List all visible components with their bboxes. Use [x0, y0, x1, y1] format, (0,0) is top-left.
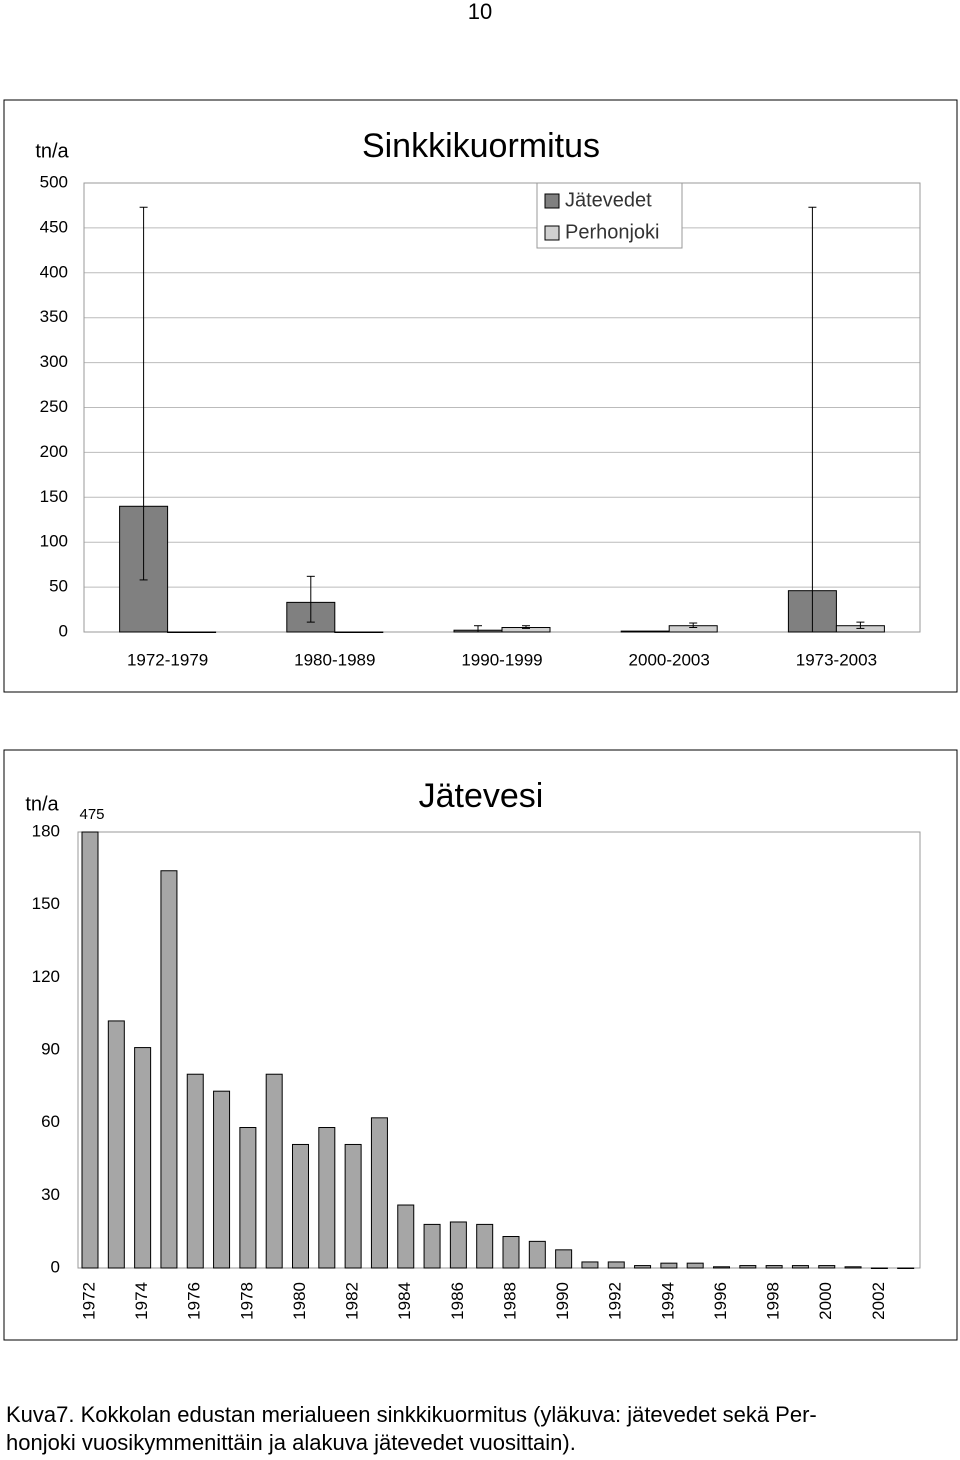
bar [318, 1127, 336, 1269]
bar [449, 1221, 467, 1269]
bar [423, 1223, 441, 1269]
x-tick-label: 1976 [185, 1282, 204, 1320]
y-tick-label: 400 [40, 262, 68, 281]
legend-swatch [544, 225, 560, 241]
x-tick-label: 1980-1989 [294, 650, 375, 669]
bar [870, 1267, 888, 1269]
x-tick-label: 1990-1999 [461, 650, 542, 669]
bar [265, 1073, 283, 1269]
bar [739, 1265, 757, 1269]
y-tick-label: 50 [49, 577, 68, 596]
caption-line: Kuva7. Kokkolan edustan merialueen sinkk… [6, 1402, 817, 1427]
legend-box [536, 182, 683, 249]
chart-frame [3, 749, 958, 1341]
bar [502, 1236, 520, 1269]
y-axis-label: tn/a [35, 140, 69, 162]
y-tick-label: 90 [41, 1039, 60, 1058]
y-tick-label: 450 [40, 217, 68, 236]
y-tick-label: 0 [51, 1257, 60, 1276]
x-tick-label: 1990 [553, 1282, 572, 1320]
bar [476, 1223, 494, 1269]
x-tick-label: 1974 [132, 1282, 151, 1320]
x-tick-label: 1972 [79, 1282, 98, 1320]
y-tick-label: 100 [40, 532, 68, 551]
bar [397, 1204, 415, 1269]
y-axis-label: tn/a [25, 793, 59, 815]
y-tick-label: 250 [40, 397, 68, 416]
x-tick-label: 1994 [658, 1282, 677, 1320]
bar [686, 1262, 704, 1269]
chart-title: Jätevesi [419, 777, 544, 815]
bar [634, 1265, 652, 1269]
x-tick-label: 1972-1979 [127, 650, 208, 669]
bar [791, 1265, 809, 1269]
bar [555, 1249, 573, 1269]
y-tick-label: 120 [32, 967, 60, 986]
bar [107, 1020, 125, 1269]
bar [81, 831, 99, 1269]
x-tick-label: 1992 [606, 1282, 625, 1320]
y-tick-label: 500 [40, 172, 68, 191]
bar [620, 630, 670, 633]
plot-border [77, 831, 921, 1269]
bar [370, 1117, 388, 1269]
y-tick-label: 30 [41, 1185, 60, 1204]
legend-label: Perhonjoki [565, 221, 660, 243]
y-tick-label: 200 [40, 442, 68, 461]
bar [607, 1261, 625, 1269]
x-tick-label: 2002 [869, 1282, 888, 1320]
bar [160, 870, 178, 1269]
bar [713, 1266, 730, 1269]
x-tick-label: 1986 [448, 1282, 467, 1320]
bar [581, 1261, 599, 1269]
x-tick-label: 1984 [395, 1282, 414, 1320]
y-tick-label: 300 [40, 352, 68, 371]
x-tick-label: 1978 [237, 1282, 256, 1320]
bar [844, 1266, 862, 1269]
bar [818, 1265, 836, 1269]
legend-label: Jätevedet [565, 189, 652, 211]
x-tick-label: 2000-2003 [629, 650, 710, 669]
bar [660, 1262, 678, 1269]
x-tick-label: 1988 [500, 1282, 519, 1320]
bar [134, 1047, 152, 1269]
bar [528, 1240, 546, 1269]
bar [292, 1143, 309, 1269]
x-tick-label: 1998 [764, 1282, 783, 1320]
y-tick-label: 350 [40, 307, 68, 326]
x-tick-label: 1980 [290, 1282, 309, 1320]
y-tick-label: 60 [41, 1112, 60, 1131]
bar [167, 631, 217, 633]
y-tick-label: 180 [32, 821, 60, 840]
x-tick-label: 1982 [343, 1282, 362, 1320]
x-tick-label: 2000 [816, 1282, 835, 1320]
y-tick-label: 150 [40, 487, 68, 506]
data-label: 475 [79, 806, 104, 823]
page-number: 10 [468, 0, 492, 24]
bar [334, 631, 384, 633]
bar [765, 1265, 783, 1269]
bar [213, 1090, 231, 1269]
x-tick-label: 1973-2003 [796, 650, 877, 669]
chart-title: Sinkkikuormitus [362, 127, 600, 165]
chart-frame [3, 99, 958, 693]
y-tick-label: 150 [32, 894, 60, 913]
legend-swatch [544, 193, 560, 209]
y-tick-label: 0 [59, 621, 68, 640]
x-tick-label: 1996 [711, 1282, 730, 1320]
bar [186, 1073, 204, 1269]
caption-line: honjoki vuosikymmenittäin ja alakuva jät… [6, 1430, 576, 1455]
bar [344, 1143, 362, 1269]
bar [897, 1267, 915, 1269]
bar [239, 1127, 257, 1269]
